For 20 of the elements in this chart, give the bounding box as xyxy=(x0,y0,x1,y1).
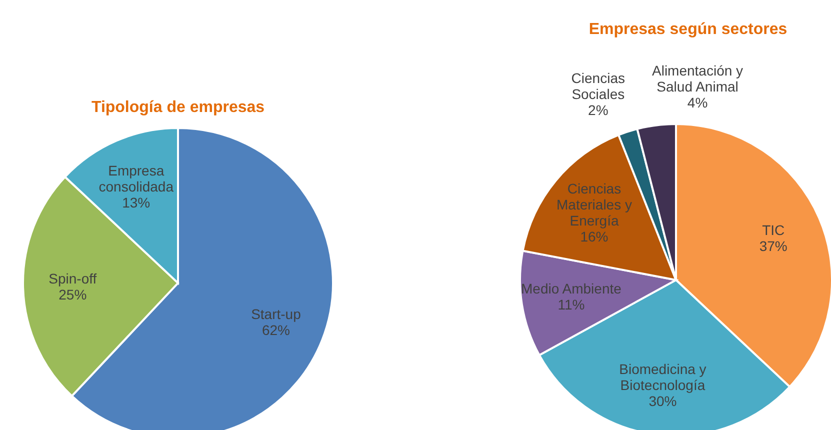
slice-label: Alimentación y Salud Animal xyxy=(652,62,744,94)
slice-label: Biomedicina y Biotecnología xyxy=(619,361,706,394)
slice-label: Medio Ambiente xyxy=(521,280,622,297)
slice-label: Empresa consolidada xyxy=(98,162,174,194)
slice-label: Ciencias Sociales xyxy=(571,70,626,102)
data-label: 2% xyxy=(588,102,608,118)
data-label: 37% xyxy=(759,238,788,254)
data-label: 16% xyxy=(580,228,608,244)
slice-label: Start-up xyxy=(251,306,302,322)
data-label: 62% xyxy=(262,322,290,338)
data-label: 4% xyxy=(687,94,708,110)
slice-label: Spin-off xyxy=(48,270,97,286)
data-label: 11% xyxy=(558,296,585,313)
slice-label: Ciencias Materiales y Energía xyxy=(556,180,632,228)
chart-title: Empresas según sectores xyxy=(588,21,788,38)
data-label: 13% xyxy=(122,194,150,210)
slice-label: TIC xyxy=(762,222,785,238)
chart-title: Tipología de empresas xyxy=(91,99,265,116)
data-label: 30% xyxy=(648,393,677,410)
data-label: 25% xyxy=(58,286,87,302)
